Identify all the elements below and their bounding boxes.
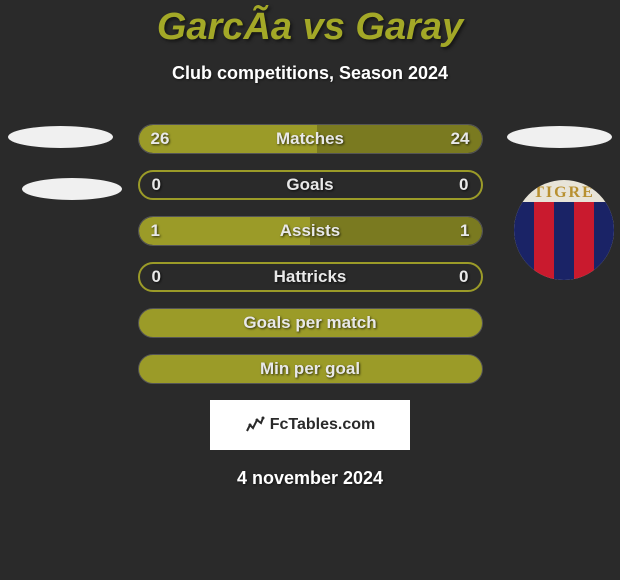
fctables-badge[interactable]: FcTables.com: [210, 400, 410, 450]
team-right-name: TIGRE: [514, 180, 614, 202]
stat-value-left: 0: [152, 175, 161, 195]
stat-bar: Min per goal: [138, 354, 483, 384]
fctables-label: FcTables.com: [270, 416, 376, 434]
stat-label: Goals: [286, 175, 333, 195]
logo-stripe: [554, 202, 574, 280]
team-right-stripes: [514, 202, 614, 280]
logo-stripe: [534, 202, 554, 280]
comparison-date: 4 november 2024: [0, 468, 620, 489]
comparison-title: GarcÃ­a vs Garay: [0, 0, 620, 49]
logo-stripe: [514, 202, 534, 280]
player-left-badge-2: [22, 178, 122, 200]
team-right-logo: TIGRE: [514, 180, 614, 280]
stat-label: Goals per match: [243, 313, 376, 333]
fctables-icon: [245, 415, 265, 435]
stat-bar: 1 Assists 1: [138, 216, 483, 246]
comparison-subtitle: Club competitions, Season 2024: [0, 63, 620, 84]
stat-label: Min per goal: [260, 359, 360, 379]
stats-container: 26 Matches 24 0 Goals 0 1 Assists 1 0 Hattricks 0 Go…: [138, 124, 483, 384]
stat-value-right: 1: [460, 221, 469, 241]
stat-value-right: 24: [451, 129, 470, 149]
logo-stripe: [594, 202, 614, 280]
stat-bar: 0 Goals 0: [138, 170, 483, 200]
stat-bar: 26 Matches 24: [138, 124, 483, 154]
stat-label: Assists: [280, 221, 340, 241]
stat-label: Matches: [276, 129, 344, 149]
stat-label: Hattricks: [274, 267, 347, 287]
stat-value-right: 0: [459, 267, 468, 287]
stat-value-left: 1: [151, 221, 160, 241]
stat-value-right: 0: [459, 175, 468, 195]
stat-bar: 0 Hattricks 0: [138, 262, 483, 292]
player-left-badge-1: [8, 126, 113, 148]
stat-bar: Goals per match: [138, 308, 483, 338]
stat-value-left: 0: [152, 267, 161, 287]
logo-stripe: [574, 202, 594, 280]
player-right-badge: [507, 126, 612, 148]
stat-value-left: 26: [151, 129, 170, 149]
